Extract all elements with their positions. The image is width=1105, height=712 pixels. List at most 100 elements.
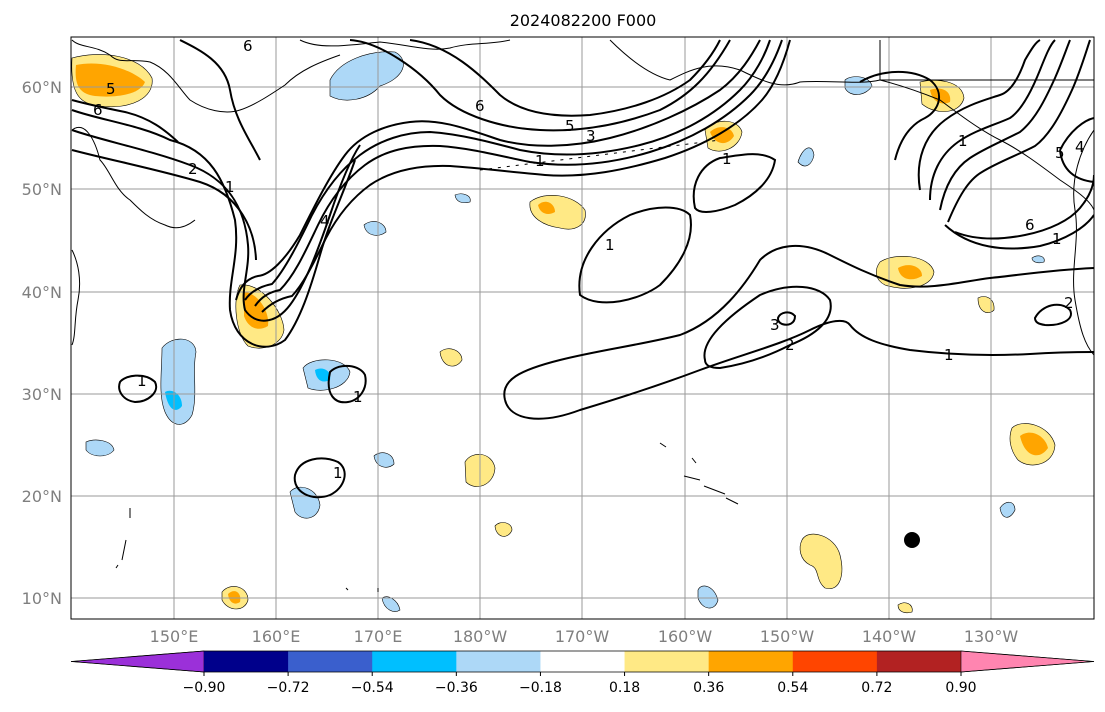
positive-anomaly-region bbox=[494, 522, 513, 537]
lon-label: 170°E bbox=[354, 627, 403, 646]
contour-label: 1 bbox=[137, 372, 147, 390]
positive-anomaly-core bbox=[228, 591, 241, 604]
negative-anomaly-region bbox=[160, 338, 197, 425]
colorbar-swatch bbox=[876, 651, 962, 672]
contour-label: 6 bbox=[93, 101, 103, 119]
contour-label: 4 bbox=[320, 212, 330, 230]
negative-anomaly-region bbox=[844, 76, 873, 95]
contour-label: 1 bbox=[353, 388, 363, 406]
negative-anomaly-region bbox=[381, 596, 401, 612]
lon-label: 140°W bbox=[862, 627, 917, 646]
lat-label: 50°N bbox=[22, 180, 62, 199]
colorbar-tick-label: −0.36 bbox=[435, 680, 478, 696]
positive-anomaly-region bbox=[439, 348, 463, 367]
negative-anomaly-core bbox=[315, 368, 331, 382]
colorbar-tick-label: −0.54 bbox=[351, 680, 394, 696]
lon-label: 160°E bbox=[252, 627, 301, 646]
colorbar-tick-label: 0.90 bbox=[945, 680, 976, 696]
colorbar-tick-label: −0.18 bbox=[519, 680, 562, 696]
colorbar-swatch bbox=[540, 651, 626, 672]
negative-anomaly-region bbox=[797, 147, 815, 167]
lon-label: 180°W bbox=[453, 627, 508, 646]
japan-coast bbox=[71, 249, 81, 346]
positive-anomaly-core bbox=[710, 127, 734, 144]
colorbar-swatch bbox=[372, 651, 457, 672]
colorbar-tick-label: 0.18 bbox=[609, 680, 640, 696]
latitude-labels: 60°N 50°N 40°N 30°N 20°N 10°N bbox=[22, 78, 62, 608]
contour-label: 1 bbox=[225, 178, 235, 196]
storm-center-dot bbox=[904, 532, 920, 548]
negative-anomaly-region bbox=[289, 486, 321, 519]
colorbar-extend-min bbox=[70, 650, 205, 673]
contour-label: 2 bbox=[1064, 294, 1074, 312]
contour-label: 2 bbox=[188, 160, 198, 178]
contour-label: 1 bbox=[605, 236, 615, 254]
colorbar-tick-label: 0.36 bbox=[693, 680, 724, 696]
colorbar-tick-label: −0.90 bbox=[183, 680, 226, 696]
contour-label: 1 bbox=[1052, 230, 1062, 248]
contour-label: 6 bbox=[475, 97, 485, 115]
positive-anomaly-region bbox=[977, 296, 995, 313]
map-frame bbox=[70, 36, 1095, 620]
lon-label: 150°E bbox=[150, 627, 199, 646]
coastlines bbox=[71, 39, 1094, 592]
positive-anomaly-region bbox=[897, 602, 913, 614]
contour-label: 1 bbox=[535, 152, 545, 170]
contour-label: 6 bbox=[1025, 216, 1035, 234]
contour-label: 5 bbox=[1055, 144, 1065, 162]
asia-coast bbox=[71, 39, 341, 113]
colorbar-swatch bbox=[204, 651, 289, 672]
contour-label: 5 bbox=[106, 80, 116, 98]
kamchatka-coast bbox=[71, 127, 196, 229]
negative-anomaly-region bbox=[85, 439, 115, 457]
colorbar-tick-label: 0.72 bbox=[861, 680, 892, 696]
colorbar: −0.90 −0.72 −0.54 −0.36 −0.18 0.18 0.36 0.54 0.7… bbox=[70, 650, 1095, 696]
positive-anomaly-core bbox=[538, 201, 555, 214]
lon-label: 130°W bbox=[964, 627, 1019, 646]
lat-label: 20°N bbox=[22, 487, 62, 506]
contour-label: 3 bbox=[770, 316, 780, 334]
map-title: 2024082200 F000 bbox=[510, 11, 657, 30]
positive-anomaly-core bbox=[1020, 432, 1048, 456]
hawaii-islands bbox=[659, 442, 739, 505]
contour-labels: 6 5 6 2 1 4 6 5 3 1 1 1 1 2 3 1 1 1 1 2 … bbox=[93, 37, 1085, 482]
alaska-coast bbox=[609, 39, 1094, 211]
graticule bbox=[71, 37, 1094, 619]
colorbar-swatch bbox=[792, 651, 878, 672]
lon-label: 170°W bbox=[555, 627, 610, 646]
siberia-coast bbox=[299, 39, 511, 50]
pacific-islands bbox=[115, 508, 379, 592]
colorbar-swatch bbox=[624, 651, 710, 672]
colorbar-swatch bbox=[288, 651, 373, 672]
negative-anomaly-region bbox=[1031, 255, 1045, 264]
contour-label: 4 bbox=[1075, 138, 1085, 156]
contour-label: 1 bbox=[958, 132, 968, 150]
contours bbox=[71, 39, 1094, 499]
positive-anomaly-core bbox=[75, 63, 145, 97]
positive-anomaly-core bbox=[898, 265, 922, 280]
negative-anomaly-region bbox=[999, 501, 1016, 518]
positive-anomaly-region bbox=[799, 533, 843, 589]
negative-anomaly-region bbox=[363, 221, 387, 236]
negative-anomaly-region bbox=[329, 51, 404, 101]
colorbar-extend-max bbox=[960, 650, 1095, 673]
contour-label: 3 bbox=[586, 127, 596, 145]
positive-anomaly-core bbox=[244, 292, 269, 329]
contour-label: 1 bbox=[722, 150, 732, 168]
lon-label: 150°W bbox=[760, 627, 815, 646]
contour-label: 1 bbox=[333, 464, 343, 482]
colorbar-tick-label: 0.54 bbox=[777, 680, 808, 696]
lat-label: 40°N bbox=[22, 283, 62, 302]
longitude-labels: 150°E 160°E 170°E 180°W 170°W 160°W 150°… bbox=[150, 627, 1019, 646]
negative-anomaly-region bbox=[454, 193, 471, 204]
colorbar-swatch bbox=[456, 651, 541, 672]
positive-anomaly-core bbox=[930, 88, 951, 104]
contour-label: 1 bbox=[944, 346, 954, 364]
colorbar-swatch bbox=[708, 651, 794, 672]
lat-label: 30°N bbox=[22, 385, 62, 404]
aleutian-islands bbox=[479, 139, 721, 171]
contour-label: 5 bbox=[565, 117, 575, 135]
contour-label: 6 bbox=[243, 37, 253, 55]
lon-label: 160°W bbox=[658, 627, 713, 646]
